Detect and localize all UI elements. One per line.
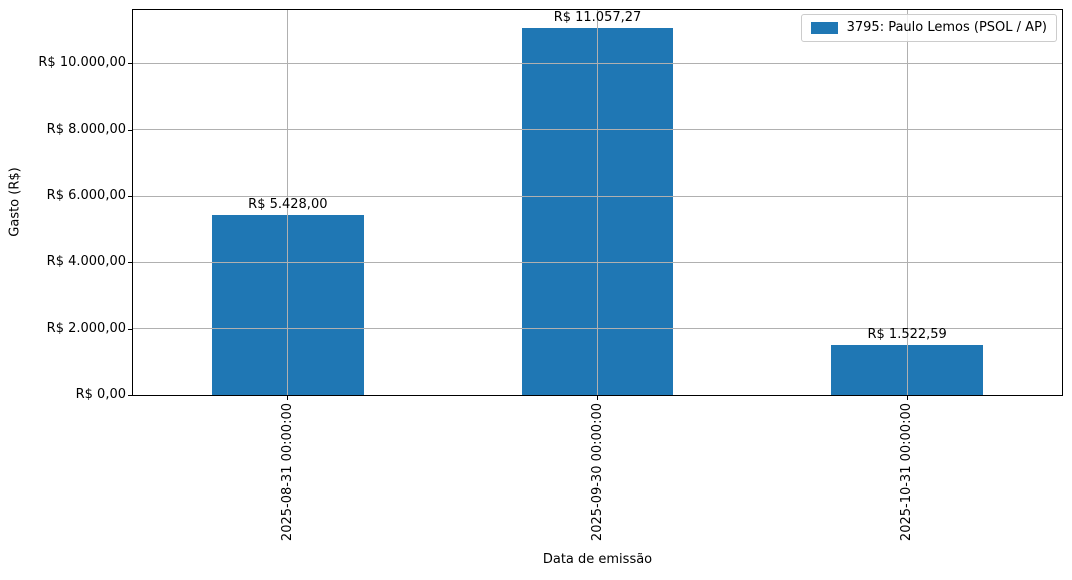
tick-mark — [128, 196, 132, 198]
x-tick-label: 2025-08-31 00:00:00 — [279, 403, 295, 542]
x-axis-title: Data de emissão — [542, 552, 653, 567]
tick-mark — [597, 396, 598, 400]
bar-value-label: R$ 11.057,27 — [553, 10, 642, 26]
y-tick-label: R$ 8.000,00 — [46, 121, 126, 137]
y-tick-label: R$ 2.000,00 — [46, 320, 126, 336]
x-tick-label: 2025-10-31 00:00:00 — [899, 403, 915, 542]
plot-area: 3795: Paulo Lemos (PSOL / AP) R$ 5.428,0… — [132, 9, 1063, 396]
tick-mark — [906, 396, 908, 400]
y-tick-label: R$ 4.000,00 — [46, 254, 126, 270]
y-tick-label: R$ 6.000,00 — [46, 188, 126, 204]
bar-value-label: R$ 5.428,00 — [248, 197, 328, 213]
tick-mark — [128, 262, 132, 264]
tick-mark — [128, 395, 132, 396]
legend-label: 3795: Paulo Lemos (PSOL / AP) — [846, 20, 1047, 35]
grid-line-vertical — [287, 10, 289, 395]
tick-mark — [128, 63, 132, 65]
grid-line-vertical — [906, 10, 908, 395]
tick-mark — [128, 328, 132, 330]
grid-line-vertical — [597, 10, 598, 395]
x-tick-label: 2025-09-30 00:00:00 — [589, 403, 605, 542]
tick-mark — [128, 129, 132, 131]
y-tick-label: R$ 10.000,00 — [38, 55, 126, 71]
tick-mark — [287, 396, 289, 400]
y-tick-label: R$ 0,00 — [75, 387, 126, 402]
legend: 3795: Paulo Lemos (PSOL / AP) — [800, 14, 1057, 42]
bar-value-label: R$ 1.522,59 — [867, 326, 947, 342]
legend-swatch-icon — [810, 22, 838, 34]
